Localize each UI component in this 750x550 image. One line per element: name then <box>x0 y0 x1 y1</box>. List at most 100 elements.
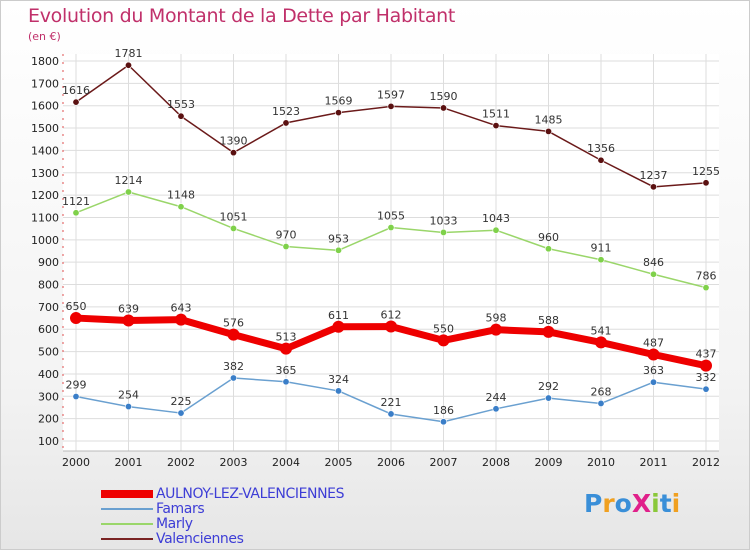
data-label-aulnoy-lez-valenciennes: 612 <box>381 309 402 322</box>
y-tick-label: 100 <box>38 435 59 448</box>
data-label-aulnoy-lez-valenciennes: 611 <box>328 309 349 322</box>
x-tick-label: 2006 <box>377 456 405 469</box>
y-tick-label: 1500 <box>31 122 59 135</box>
x-tick-label: 2001 <box>115 456 143 469</box>
data-point-famars <box>492 405 500 413</box>
data-label-aulnoy-lez-valenciennes: 513 <box>276 331 297 344</box>
data-label-valenciennes: 1485 <box>535 113 563 126</box>
data-label-famars: 299 <box>66 379 87 392</box>
data-label-aulnoy-lez-valenciennes: 550 <box>433 322 454 335</box>
data-label-marly: 1214 <box>115 174 143 187</box>
legend-item-aulnoy: AULNOY-LEZ-VALENCIENNES <box>101 486 421 502</box>
data-label-marly: 1121 <box>62 195 90 208</box>
data-point-marly <box>544 245 552 253</box>
x-tick-label: 2000 <box>62 456 90 469</box>
data-point-aulnoy-lez-valenciennes <box>490 323 502 336</box>
data-point-aulnoy-lez-valenciennes <box>227 328 240 341</box>
data-point-marly <box>439 228 447 236</box>
x-tick-label: 2011 <box>640 456 668 469</box>
data-label-aulnoy-lez-valenciennes: 598 <box>486 312 507 325</box>
data-label-valenciennes: 1616 <box>62 84 90 97</box>
y-tick-label: 1300 <box>31 167 59 180</box>
legend-label-aulnoy: AULNOY-LEZ-VALENCIENNES <box>156 486 345 502</box>
legend-item-valenciennes: Valenciennes <box>101 531 421 547</box>
data-label-aulnoy-lez-valenciennes: 487 <box>643 336 664 349</box>
data-point-aulnoy-lez-valenciennes <box>280 342 292 355</box>
legend-swatch-famars <box>101 508 153 510</box>
logo-letter: r <box>602 489 615 518</box>
data-point-aulnoy-lez-valenciennes <box>332 320 345 333</box>
data-point-marly <box>177 203 185 211</box>
legend-label-famars: Famars <box>156 501 205 517</box>
data-label-famars: 365 <box>276 364 297 377</box>
data-label-famars: 292 <box>538 380 559 393</box>
data-point-valenciennes <box>492 122 500 130</box>
data-point-valenciennes <box>125 61 133 69</box>
data-point-aulnoy-lez-valenciennes <box>647 348 660 361</box>
logo-letter: t <box>659 489 672 518</box>
logo-letter: i <box>671 489 681 518</box>
x-tick-label: 2002 <box>167 456 195 469</box>
data-point-valenciennes <box>387 102 395 110</box>
legend-item-famars: Famars <box>101 501 421 517</box>
data-point-famars <box>439 418 447 426</box>
chart-unit: (en €) <box>28 30 61 43</box>
data-label-valenciennes: 1390 <box>220 135 248 148</box>
y-tick-label: 1100 <box>31 211 59 224</box>
data-label-famars: 382 <box>223 360 244 373</box>
y-tick-label: 500 <box>38 346 59 359</box>
data-label-marly: 911 <box>591 242 612 255</box>
data-point-marly <box>649 270 657 278</box>
data-point-marly <box>492 226 500 234</box>
data-point-famars <box>230 374 238 382</box>
data-label-valenciennes: 1553 <box>167 98 195 111</box>
data-point-aulnoy-lez-valenciennes <box>542 325 555 338</box>
data-label-famars: 225 <box>171 395 192 408</box>
y-tick-label: 900 <box>38 256 59 269</box>
data-label-marly: 970 <box>276 229 297 242</box>
data-point-aulnoy-lez-valenciennes <box>122 314 135 327</box>
data-label-aulnoy-lez-valenciennes: 639 <box>118 303 139 316</box>
legend-swatch-marly <box>101 523 153 525</box>
chart-title: Evolution du Montant de la Dette par Hab… <box>28 5 456 27</box>
data-point-valenciennes <box>702 179 710 187</box>
proxiti-logo: ProXiti <box>584 489 680 518</box>
data-label-marly: 953 <box>328 232 349 245</box>
data-point-valenciennes <box>282 119 290 127</box>
x-tick-label: 2012 <box>692 456 720 469</box>
data-label-famars: 254 <box>118 389 139 402</box>
y-tick-label: 200 <box>38 413 59 426</box>
data-point-famars <box>649 378 657 386</box>
logo-letter: P <box>584 489 603 518</box>
data-label-valenciennes: 1569 <box>325 95 353 108</box>
x-tick-label: 2003 <box>220 456 248 469</box>
y-tick-label: 1000 <box>31 234 59 247</box>
x-tick-label: 2010 <box>587 456 615 469</box>
data-label-valenciennes: 1511 <box>482 108 510 121</box>
legend-swatch-valenciennes <box>101 538 153 540</box>
data-point-valenciennes <box>72 98 80 106</box>
data-point-aulnoy-lez-valenciennes <box>385 320 397 333</box>
data-label-valenciennes: 1356 <box>587 142 615 155</box>
data-label-marly: 960 <box>538 231 559 244</box>
y-tick-label: 300 <box>38 390 59 403</box>
y-tick-label: 1700 <box>31 77 59 90</box>
data-label-marly: 846 <box>643 256 664 269</box>
data-point-famars <box>177 409 185 417</box>
data-label-famars: 244 <box>486 391 507 404</box>
x-tick-label: 2009 <box>535 456 563 469</box>
data-point-marly <box>387 224 395 232</box>
data-point-famars <box>125 403 133 411</box>
data-point-valenciennes <box>544 127 552 135</box>
data-point-famars <box>544 394 552 402</box>
data-label-marly: 1051 <box>220 210 248 223</box>
line-chart: 1002003004005006007008009001000110012001… <box>31 47 720 469</box>
data-point-marly <box>702 284 710 292</box>
data-point-marly <box>125 188 133 196</box>
data-point-marly <box>334 246 342 254</box>
data-label-marly: 1033 <box>430 214 458 227</box>
data-label-valenciennes: 1523 <box>272 105 300 118</box>
data-point-famars <box>387 410 395 418</box>
data-label-famars: 186 <box>433 404 454 417</box>
